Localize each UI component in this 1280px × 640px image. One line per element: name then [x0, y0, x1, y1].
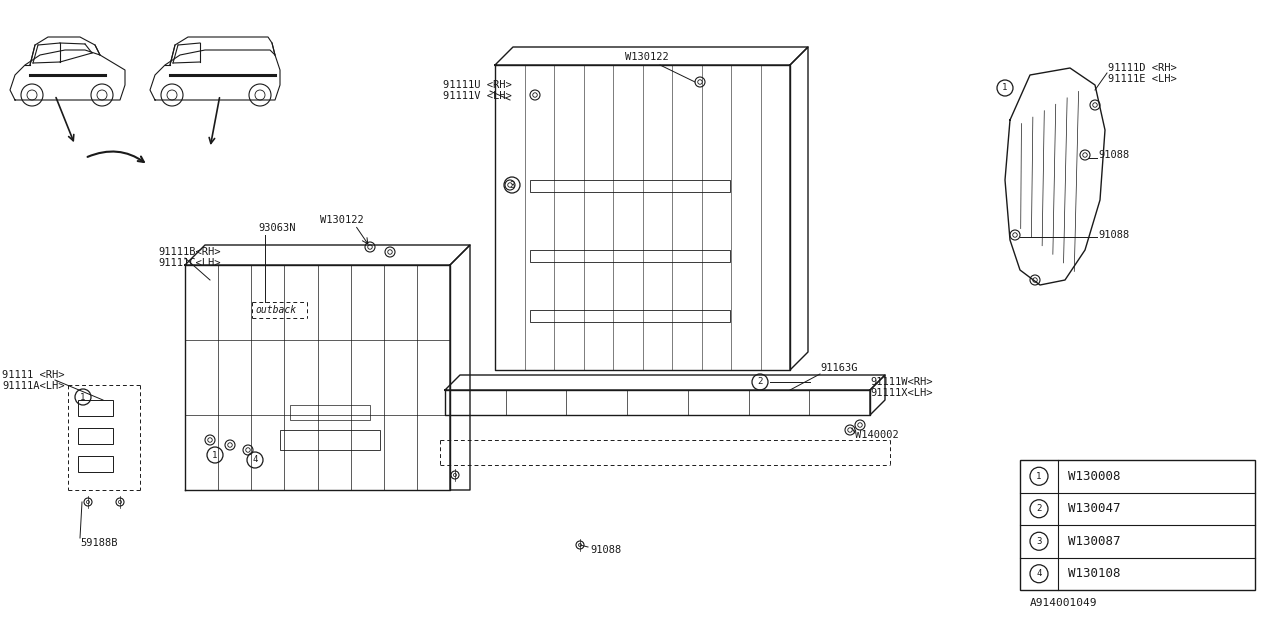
Text: A914001049: A914001049 — [1030, 598, 1097, 608]
Text: 2: 2 — [1037, 504, 1042, 513]
Bar — [1020, 460, 1254, 590]
Text: 59188B: 59188B — [79, 538, 118, 548]
Text: W130108: W130108 — [1068, 567, 1120, 580]
Text: outback: outback — [255, 305, 296, 315]
Bar — [530, 250, 730, 262]
Text: 91088: 91088 — [1098, 150, 1129, 160]
Text: 91111 <RH>: 91111 <RH> — [3, 370, 64, 380]
Text: 4: 4 — [252, 456, 257, 465]
Text: W130122: W130122 — [320, 215, 364, 225]
Bar — [78, 428, 113, 444]
Text: 3: 3 — [1037, 537, 1042, 546]
Text: 1: 1 — [81, 392, 86, 401]
Text: 91088: 91088 — [1098, 230, 1129, 240]
Text: 91111X<LH>: 91111X<LH> — [870, 388, 933, 398]
Text: 91111U <RH>: 91111U <RH> — [443, 80, 512, 90]
Bar — [78, 456, 113, 472]
Text: 4: 4 — [1037, 569, 1042, 579]
Bar — [280, 430, 380, 450]
Text: W140002: W140002 — [855, 430, 899, 440]
Text: 2: 2 — [758, 378, 763, 387]
Text: W130122: W130122 — [625, 52, 668, 62]
Bar — [291, 405, 370, 420]
Text: 91088: 91088 — [590, 545, 621, 555]
Circle shape — [250, 84, 271, 106]
Bar — [530, 310, 730, 322]
Bar — [530, 180, 730, 192]
Text: W130008: W130008 — [1068, 470, 1120, 483]
Text: W130087: W130087 — [1068, 535, 1120, 548]
Text: 1: 1 — [212, 451, 218, 460]
Text: 91111E <LH>: 91111E <LH> — [1108, 74, 1176, 84]
Circle shape — [20, 84, 44, 106]
Text: 91111A<LH>: 91111A<LH> — [3, 381, 64, 391]
Text: W130047: W130047 — [1068, 502, 1120, 515]
Circle shape — [91, 84, 113, 106]
Bar — [78, 400, 113, 416]
Text: 91111W<RH>: 91111W<RH> — [870, 377, 933, 387]
Text: 91111C<LH>: 91111C<LH> — [157, 258, 220, 268]
Text: 3: 3 — [509, 180, 515, 189]
Text: 91111V <LH>: 91111V <LH> — [443, 91, 512, 101]
Text: 93063N: 93063N — [259, 223, 296, 233]
Text: 1: 1 — [1002, 83, 1007, 93]
Text: 91111B<RH>: 91111B<RH> — [157, 247, 220, 257]
Text: 91163G: 91163G — [820, 363, 858, 373]
Circle shape — [161, 84, 183, 106]
Text: 91111D <RH>: 91111D <RH> — [1108, 63, 1176, 73]
Text: 1: 1 — [1037, 472, 1042, 481]
